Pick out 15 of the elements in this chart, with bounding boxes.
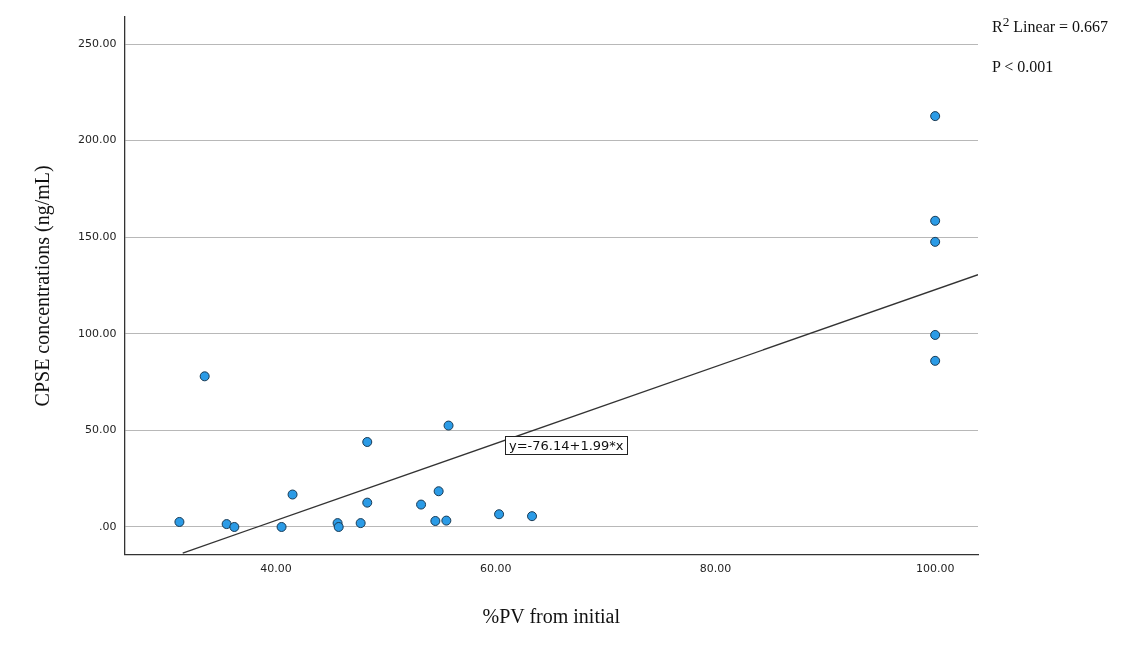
- y-tick-label: 100.00: [77, 326, 117, 340]
- x-tick-label: 80.00: [699, 562, 732, 576]
- annotation: y=-76.14+1.99*x: [505, 436, 628, 455]
- y-tick-label: 200.00: [77, 133, 117, 147]
- text: R$^{2}$ Linear = 0.667: [992, 14, 1109, 37]
- y-axis-title: CPSE concentrations (ng/mL): [31, 165, 55, 407]
- y-tick-label: 250.00: [77, 36, 117, 50]
- x-tick-label: 60.00: [480, 562, 512, 576]
- y-tick-label: 50.00: [84, 423, 117, 437]
- y-tick-label: 150.00: [77, 230, 117, 244]
- x-tick-label: 100.00: [915, 562, 955, 576]
- y-tick-label: .00: [98, 519, 117, 533]
- x-tick-label: 40.00: [260, 562, 292, 576]
- text: P < 0.001: [992, 58, 1054, 76]
- x-axis-title: %PV from initial: [482, 605, 621, 628]
